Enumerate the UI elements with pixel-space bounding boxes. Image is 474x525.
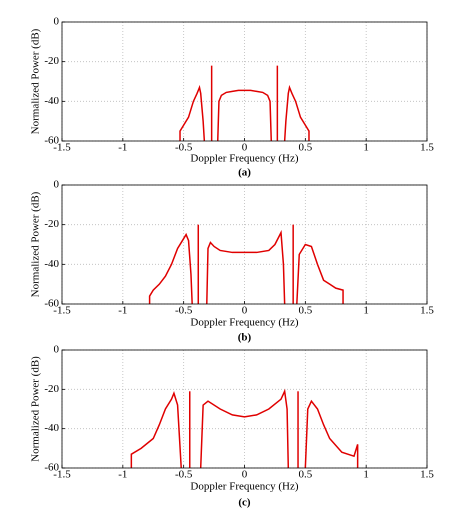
y-tick-label: 0 bbox=[54, 16, 60, 28]
x-tick-label: -0.5 bbox=[175, 469, 193, 481]
axes-box bbox=[61, 349, 428, 469]
y-tick-label: -40 bbox=[44, 422, 59, 434]
x-tick-label: 0 bbox=[242, 305, 248, 317]
y-axis-label: Normalized Power (dB) bbox=[30, 356, 42, 462]
x-tick-label: 0.5 bbox=[298, 305, 312, 317]
y-tick-label: -60 bbox=[44, 462, 59, 474]
x-tick-label: 1 bbox=[363, 469, 369, 481]
caption: (b) bbox=[238, 332, 252, 344]
x-tick-label: 0 bbox=[242, 142, 248, 154]
axes-box bbox=[61, 184, 428, 305]
x-tick-label: 1.5 bbox=[420, 305, 434, 317]
data-line bbox=[216, 89, 273, 142]
x-axis-label: Doppler Frequency (Hz) bbox=[190, 481, 298, 493]
axes-box bbox=[61, 21, 428, 142]
data-line bbox=[199, 388, 290, 469]
x-tick-label: 1.5 bbox=[420, 142, 434, 154]
x-tick-label: -1.5 bbox=[53, 305, 71, 317]
data-line bbox=[283, 84, 310, 142]
x-tick-label: -1.5 bbox=[53, 469, 71, 481]
x-tick-label: 1.5 bbox=[420, 469, 434, 481]
x-tick-label: 1 bbox=[363, 305, 369, 317]
y-tick-label: -60 bbox=[44, 135, 59, 147]
x-tick-label: 0 bbox=[242, 469, 248, 481]
x-tick-label: -1 bbox=[118, 469, 127, 481]
x-tick-label: -0.5 bbox=[175, 305, 193, 317]
y-tick-label: 0 bbox=[54, 179, 60, 191]
y-tick-label: -20 bbox=[44, 383, 59, 395]
data-line bbox=[296, 243, 344, 305]
data-line bbox=[130, 391, 182, 469]
x-tick-label: -1.5 bbox=[53, 142, 71, 154]
data-line bbox=[206, 229, 286, 305]
y-tick-label: -40 bbox=[44, 258, 59, 270]
caption: (c) bbox=[238, 497, 251, 509]
x-tick-label: -1 bbox=[118, 305, 127, 317]
y-tick-label: -40 bbox=[44, 95, 59, 107]
y-tick-label: -20 bbox=[44, 55, 59, 67]
x-tick-label: 0.5 bbox=[298, 142, 312, 154]
x-tick-label: 1 bbox=[363, 142, 369, 154]
y-axis-label: Normalized Power (dB) bbox=[30, 28, 42, 134]
x-tick-label: 0.5 bbox=[298, 469, 312, 481]
x-tick-label: -0.5 bbox=[175, 142, 193, 154]
y-tick-label: -60 bbox=[44, 298, 59, 310]
x-axis-label: Doppler Frequency (Hz) bbox=[190, 153, 298, 165]
x-axis-label: Doppler Frequency (Hz) bbox=[190, 317, 298, 329]
y-tick-label: 0 bbox=[54, 344, 60, 356]
y-axis-label: Normalized Power (dB) bbox=[30, 191, 42, 297]
y-tick-label: -20 bbox=[44, 218, 59, 230]
x-tick-label: -1 bbox=[118, 142, 127, 154]
caption: (a) bbox=[238, 167, 251, 179]
data-line bbox=[148, 232, 193, 305]
data-line bbox=[179, 84, 206, 142]
data-line bbox=[304, 399, 359, 469]
